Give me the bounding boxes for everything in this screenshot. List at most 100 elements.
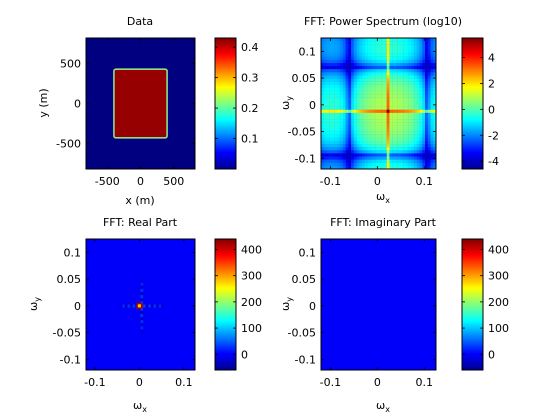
power-cell bbox=[422, 87, 426, 92]
power-cell bbox=[359, 140, 363, 145]
real-cell bbox=[143, 295, 146, 299]
real-cell bbox=[145, 298, 149, 302]
power-cell bbox=[362, 144, 365, 148]
power-cell bbox=[370, 100, 374, 104]
panel-imag-title: FFT: Imaginary Part bbox=[330, 216, 437, 229]
power-cell bbox=[340, 153, 344, 157]
power-cell bbox=[386, 38, 390, 42]
power-cell bbox=[416, 47, 420, 51]
power-cell bbox=[427, 134, 431, 138]
power-cell bbox=[334, 134, 338, 138]
power-cell bbox=[362, 128, 365, 132]
power-cell bbox=[400, 122, 404, 126]
power-cell bbox=[381, 50, 385, 54]
power-cell bbox=[378, 125, 382, 129]
power-cell bbox=[329, 94, 333, 98]
power-cell bbox=[403, 150, 407, 154]
power-cell bbox=[414, 47, 417, 51]
power-cell bbox=[331, 59, 335, 64]
power-cell bbox=[331, 156, 335, 160]
power-cell bbox=[405, 59, 409, 64]
power-cell bbox=[323, 109, 327, 114]
power-cell bbox=[340, 140, 344, 145]
power-cell bbox=[403, 66, 407, 70]
power-cell bbox=[408, 119, 412, 123]
power-cell bbox=[400, 153, 404, 157]
power-cell bbox=[364, 137, 368, 142]
power-cell bbox=[378, 69, 382, 73]
power-cell bbox=[340, 147, 344, 151]
power-cell bbox=[425, 165, 428, 170]
power-cell bbox=[425, 53, 428, 57]
power-cell bbox=[362, 122, 365, 126]
power-cell bbox=[400, 94, 404, 98]
power-cell bbox=[430, 38, 434, 42]
x-tick-label: 0 bbox=[374, 376, 381, 389]
power-cell bbox=[425, 66, 428, 70]
power-cell bbox=[386, 165, 390, 170]
power-cell bbox=[381, 119, 385, 123]
power-cell bbox=[411, 159, 415, 163]
real-cell bbox=[140, 313, 144, 318]
power-cell bbox=[422, 62, 426, 67]
power-cell bbox=[433, 131, 437, 135]
power-cell bbox=[329, 69, 333, 73]
power-cell bbox=[381, 109, 385, 114]
power-cell bbox=[351, 162, 355, 167]
power-cell bbox=[400, 137, 404, 142]
power-cell bbox=[419, 94, 423, 98]
power-cell bbox=[326, 125, 330, 129]
power-cell bbox=[356, 137, 360, 142]
power-cell bbox=[340, 94, 344, 98]
power-cell bbox=[356, 103, 360, 107]
power-cell bbox=[403, 69, 407, 73]
power-cell bbox=[430, 125, 434, 129]
power-cell bbox=[359, 131, 363, 135]
power-cell bbox=[425, 162, 428, 167]
power-cell bbox=[405, 100, 409, 104]
power-cell bbox=[422, 72, 426, 76]
power-cell bbox=[364, 165, 368, 170]
power-cell bbox=[392, 69, 396, 73]
power-cell bbox=[403, 159, 407, 163]
power-cell bbox=[373, 50, 376, 54]
power-cell bbox=[370, 59, 374, 64]
power-cell bbox=[326, 69, 330, 73]
power-cell bbox=[392, 131, 396, 135]
power-cell bbox=[329, 47, 333, 51]
power-cell bbox=[427, 147, 431, 151]
power-cell bbox=[400, 53, 404, 57]
power-cell bbox=[394, 87, 398, 92]
power-cell bbox=[323, 97, 327, 101]
power-cell bbox=[340, 165, 344, 170]
power-cell bbox=[419, 128, 423, 132]
power-cell bbox=[367, 159, 371, 163]
power-cell bbox=[375, 78, 379, 82]
power-cell bbox=[362, 165, 365, 170]
power-cell bbox=[342, 50, 346, 54]
power-cell bbox=[383, 153, 387, 157]
power-cell bbox=[414, 159, 417, 163]
power-cell bbox=[331, 44, 335, 48]
power-cell bbox=[364, 66, 368, 70]
power-cell bbox=[345, 103, 349, 107]
panel-real-ylabel: ωy bbox=[27, 297, 42, 311]
power-cell bbox=[416, 103, 420, 107]
power-cell bbox=[375, 59, 379, 64]
power-cell bbox=[433, 153, 437, 157]
power-cell bbox=[342, 147, 346, 151]
power-cell bbox=[389, 50, 393, 54]
power-cell bbox=[392, 75, 396, 79]
power-cell bbox=[414, 106, 417, 110]
power-cell bbox=[342, 94, 346, 98]
power-cell bbox=[362, 44, 365, 48]
power-cell bbox=[416, 150, 420, 154]
power-cell bbox=[425, 100, 428, 104]
power-cell bbox=[342, 131, 346, 135]
power-cell bbox=[400, 66, 404, 70]
power-cell bbox=[362, 91, 365, 95]
power-cell bbox=[326, 115, 330, 120]
power-cell bbox=[403, 140, 407, 145]
power-cell bbox=[348, 140, 352, 145]
